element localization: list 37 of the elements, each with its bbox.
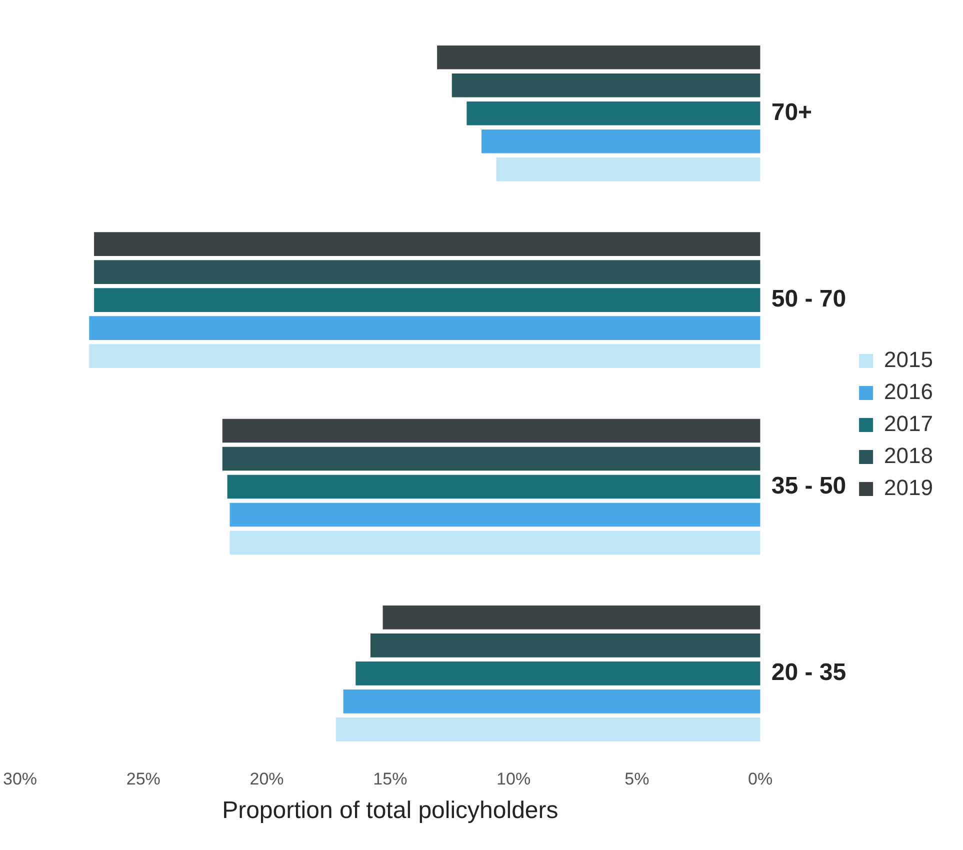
x-tick-label: 30% bbox=[2, 770, 38, 789]
y-tick-label: 50 - 70 bbox=[771, 286, 846, 313]
bar bbox=[466, 101, 760, 126]
x-tick-label: 0% bbox=[748, 770, 773, 789]
x-tick-label: 5% bbox=[624, 770, 650, 789]
bar bbox=[94, 232, 760, 256]
legend-label: 2017 bbox=[884, 411, 934, 436]
x-tick-label: 10% bbox=[496, 770, 531, 789]
bar bbox=[356, 662, 760, 686]
bar bbox=[343, 690, 760, 714]
bar bbox=[496, 157, 760, 182]
bar bbox=[222, 446, 760, 471]
bar bbox=[222, 418, 760, 443]
bar bbox=[230, 530, 760, 555]
bar bbox=[94, 260, 760, 284]
x-axis-title: Proportion of total policyholders bbox=[222, 797, 558, 824]
x-tick-label: 20% bbox=[250, 770, 284, 789]
bar bbox=[382, 606, 760, 630]
bar bbox=[227, 474, 760, 499]
bar bbox=[94, 288, 760, 312]
bar bbox=[370, 634, 760, 658]
y-tick-label: 70+ bbox=[771, 98, 812, 126]
x-tick-label: 25% bbox=[126, 770, 160, 789]
legend-label: 2015 bbox=[884, 347, 934, 372]
y-tick-label: 35 - 50 bbox=[771, 472, 846, 500]
bar bbox=[89, 316, 760, 340]
legend-label: 2018 bbox=[884, 443, 934, 468]
x-tick-label: 15% bbox=[373, 770, 408, 789]
y-tick-label: 20 - 35 bbox=[771, 659, 846, 686]
bar bbox=[452, 73, 760, 98]
legend-label: 2019 bbox=[884, 475, 934, 500]
bar bbox=[89, 344, 760, 368]
bar bbox=[230, 502, 760, 527]
bar bbox=[481, 129, 760, 154]
bar bbox=[336, 718, 760, 742]
bar bbox=[437, 45, 760, 70]
legend-label: 2016 bbox=[884, 379, 934, 404]
